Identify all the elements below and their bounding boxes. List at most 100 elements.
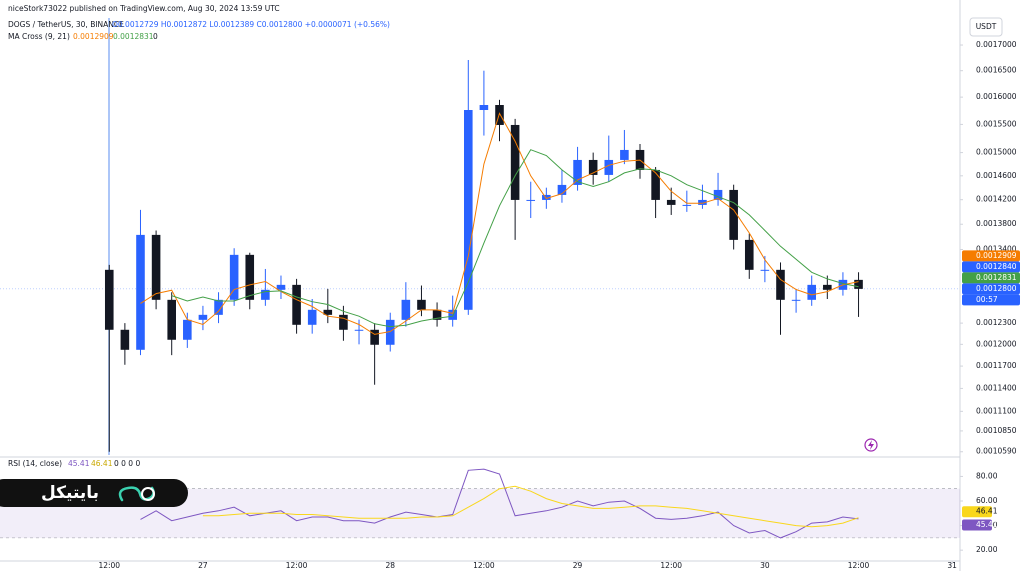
rsi-tag-label: 45.41 [976, 520, 998, 529]
candle-body [151, 234, 161, 300]
y-tick-label: 0.0016500 [976, 66, 1017, 75]
candle-body [526, 199, 536, 201]
candle-body [588, 159, 598, 175]
candle-body [417, 299, 426, 310]
candle-body [214, 299, 223, 315]
y-tick-label: 0.0016000 [976, 92, 1017, 101]
rsi-tag [962, 519, 992, 531]
y-tick-label: 0.0011700 [976, 361, 1017, 370]
countdown: 00:57 [976, 295, 998, 304]
candle-body [183, 319, 192, 340]
candle-body [370, 329, 379, 345]
ma-legend: MA Cross (9, 21) [8, 32, 70, 41]
x-tick-label: 12:00 [848, 561, 870, 570]
rsi-y-tick-label: 20.00 [976, 545, 998, 554]
rsi-line [140, 468, 859, 539]
x-tick-label: 31 [947, 561, 957, 570]
candle-body [167, 299, 176, 340]
candle-body [713, 189, 723, 200]
candle-body [807, 284, 816, 300]
x-tick-label: 12:00 [98, 561, 120, 570]
candle-body [542, 194, 551, 200]
x-tick-label: 30 [760, 561, 770, 570]
rsi-value: 45.41 [68, 459, 90, 468]
candle-body [651, 169, 660, 200]
price-tag [962, 283, 1020, 295]
rsi-y-tick-label: 80.00 [976, 471, 998, 480]
currency: USDT [976, 22, 997, 31]
x-tick-label: 27 [198, 561, 208, 570]
candle-body [354, 329, 364, 331]
candle-body [120, 329, 130, 350]
plot: 0.0017000 0.0016500 0.0016000 0.0015500 0.00… [0, 40, 1020, 570]
ohlc-line: O0.0012729 H0.0012872 L0.0012389 C0.0012… [112, 20, 390, 29]
candle-body [261, 289, 270, 300]
ma-line [171, 149, 859, 328]
countdown-box [962, 294, 1020, 306]
y-tick-label: 0.0012000 [976, 339, 1017, 348]
y-tick-label: 0.0014600 [976, 171, 1017, 180]
logo: بایتیکل [0, 479, 188, 507]
y-tick-label: 0.0017000 [976, 40, 1017, 49]
y-tick-label: 0.0011100 [976, 406, 1017, 415]
logo-pill [0, 479, 188, 507]
y-tick-label: 0.0015500 [976, 119, 1017, 128]
ma-fast-value: 0.0012909 [73, 32, 114, 41]
x-tick-label: 12:00 [473, 561, 495, 570]
y-tick-label: 0.0013800 [976, 219, 1017, 228]
rsi-ma-value: 46.41 [91, 459, 113, 468]
candle-body [729, 189, 738, 240]
candle-body [401, 299, 411, 320]
price-tag [962, 272, 1020, 284]
candle-body [245, 254, 255, 300]
ma-line [140, 112, 859, 335]
rsi-extra: 0 0 0 0 [114, 459, 140, 468]
candle-body [666, 199, 676, 205]
price-tag-label: 0.0012909 [976, 251, 1017, 260]
candle-body [776, 269, 785, 300]
x-tick-label: 29 [573, 561, 583, 570]
rsi-legend: RSI (14, close) [8, 459, 62, 468]
symbol: DOGS / TetherUS, 30, BINANCE [8, 20, 124, 29]
logo-text: بایتیکل [41, 483, 99, 503]
ma-extra: 0 [153, 32, 158, 41]
candle-body [573, 159, 582, 185]
candle-body [682, 204, 692, 206]
price-tag-label: 0.0012800 [976, 284, 1017, 293]
x-tick-label: 28 [385, 561, 395, 570]
candle-body [620, 149, 629, 160]
candle-body [698, 199, 707, 205]
candle-body [479, 105, 489, 111]
candle-body [791, 299, 801, 301]
published: niceStork73022 published on TradingView.… [8, 4, 280, 13]
candle-body [292, 284, 301, 325]
x-tick-label: 12:00 [286, 561, 308, 570]
candle-body [464, 110, 473, 310]
candle-body [198, 314, 208, 320]
candle-body [104, 269, 114, 330]
candle-body [510, 124, 520, 200]
currency-box [969, 17, 1003, 37]
candle-body [323, 309, 333, 315]
logo-ring [141, 487, 155, 501]
price-tag-label: 0.0012840 [976, 262, 1017, 271]
logo-mark [118, 486, 155, 502]
candle-body [760, 269, 770, 271]
candle-body [448, 309, 457, 320]
ma-slow-value: 0.0012831 [113, 32, 154, 41]
candle-body [823, 284, 832, 290]
y-tick-label: 0.0012300 [976, 318, 1017, 327]
candle-body [136, 234, 145, 350]
y-tick-label: 0.0015000 [976, 148, 1017, 157]
y-tick-label: 0.0010590 [976, 447, 1017, 456]
price-tag [962, 261, 1020, 273]
y-tick-label: 0.0013400 [976, 245, 1017, 254]
rsi-tag [962, 506, 992, 518]
candle-body [432, 309, 442, 320]
rsi-line [202, 485, 859, 528]
x-tick-label: 12:00 [660, 561, 682, 570]
candle-body [604, 159, 614, 175]
candle-body [854, 279, 863, 289]
flash-icon [864, 438, 878, 452]
candle-body [339, 314, 348, 330]
